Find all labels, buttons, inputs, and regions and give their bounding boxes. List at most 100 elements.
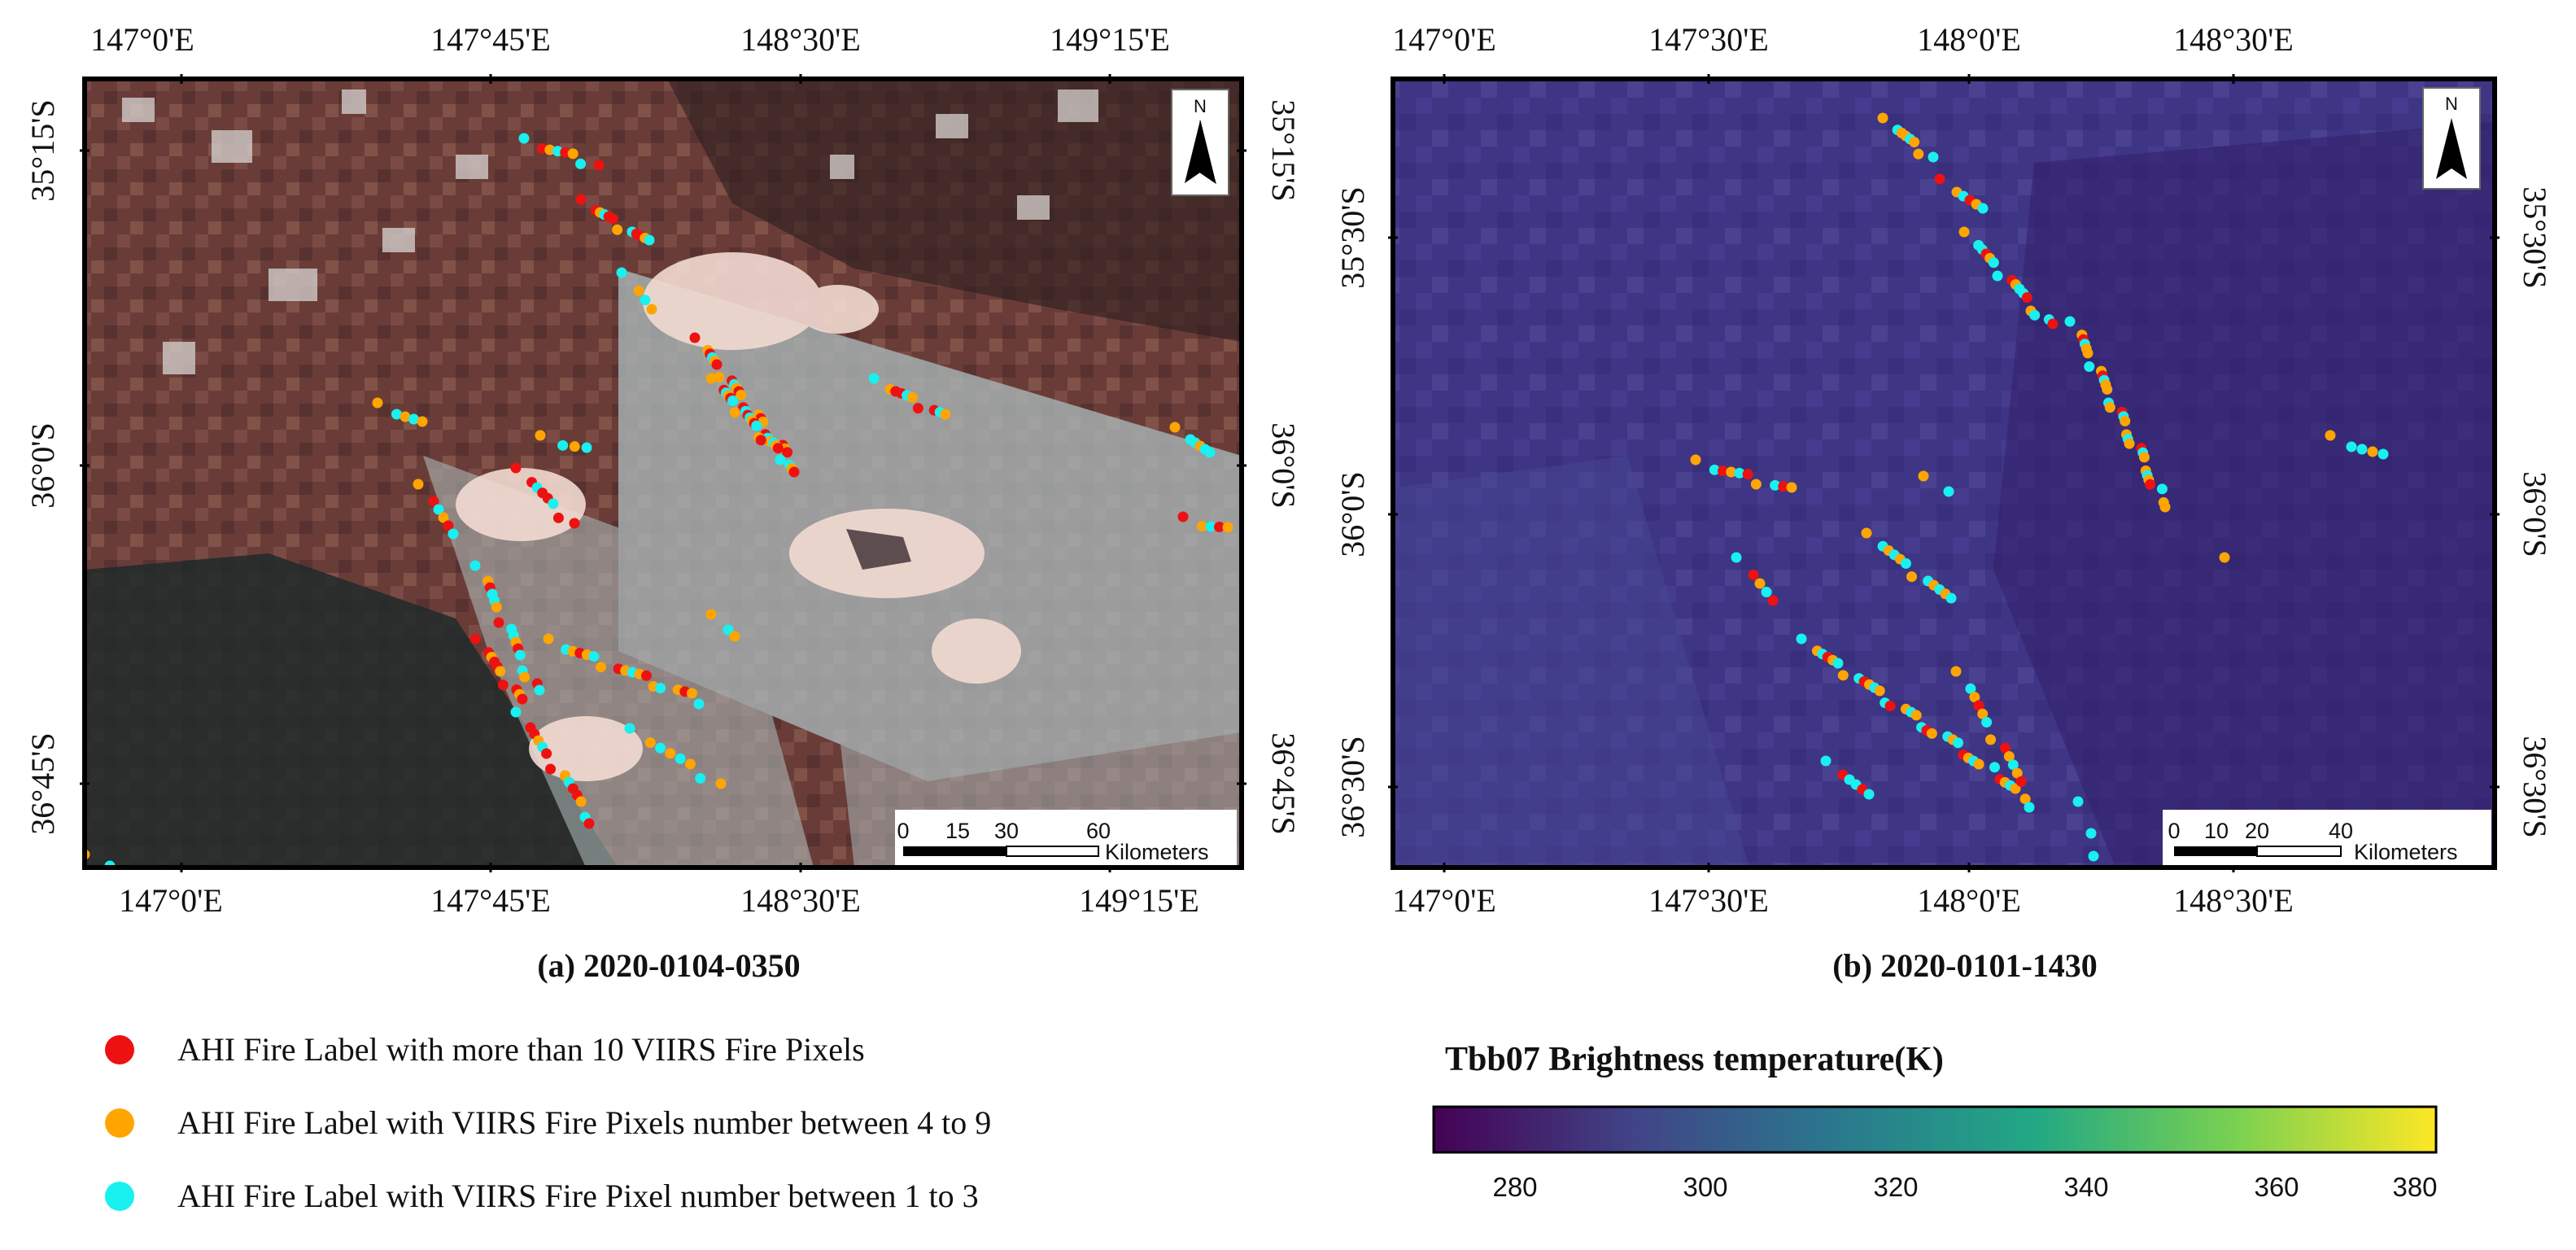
fire-label-dot [1977,203,1989,214]
fire-label-dot [912,403,923,414]
fire-label-dot [714,371,725,382]
fire-label-dot [2010,783,2021,794]
panel-a-top-tick: 147°45'E [430,21,551,58]
legend-swatch [105,1182,134,1211]
colorbar-tick: 360 [2254,1172,2299,1202]
scale-label: 60 [1086,819,1111,843]
fire-label-dot [2346,441,2357,452]
fire-label-dot [2082,347,2094,359]
panel-a-frame [82,76,1244,870]
panel-a-right-tick: 36°0'S [1265,422,1302,508]
panel-b-right-tick: 36°30'S [2517,736,2553,837]
fire-label-dot [2367,446,2378,457]
fire-label-dot [433,504,444,515]
fire-label-dot [495,666,506,677]
fire-label-dot [723,624,734,636]
fire-label-dot [689,332,701,343]
panel-b-bottom-tick: 148°30'E [2173,882,2294,919]
colorbar-tick: 380 [2392,1172,2437,1202]
panel-a-left-tick: 36°0'S [24,422,61,508]
panel-a-image [85,79,1242,868]
fire-label-dot [510,706,522,718]
fire-label-dot [2064,316,2076,327]
colorbar-tick: 320 [1873,1172,1918,1202]
fire-label-dot [1197,521,1207,531]
panel-a-right-tick: 35°15'S [1265,99,1302,201]
scale-unit: Kilometers [1105,840,1209,864]
fire-label-dot [612,224,623,235]
fire-label-dot [686,688,697,699]
legend-item-label: AHI Fire Label with VIIRS Fire Pixels nu… [177,1104,991,1141]
fire-label-dot [644,737,656,749]
fire-label-dot [633,285,644,296]
panel-a-bottom-tick: 149°15'E [1079,882,1199,919]
fire-label-dot [705,609,717,620]
colorbar-tick: 300 [1683,1172,1727,1202]
fire-label-dot [557,439,569,451]
fire-label-dot [1717,465,1728,477]
north-label: N [2445,94,2458,114]
fire-label-dot [552,512,564,523]
scale-label: 10 [2204,819,2229,843]
panel-a-top-tick: 147°0'E [90,21,194,58]
fire-label-dot [646,304,657,315]
fire-label-dot [575,158,587,169]
fire-label-dot [1832,658,1844,669]
fire-label-dot [1863,789,1875,800]
fire-labels-b [1690,112,2389,862]
fire-label-dot [469,633,481,645]
fire-label-dot [497,680,509,691]
fire-label-dot [519,671,530,683]
fire-label-dot [640,670,652,681]
fire-label-dot [1988,257,1999,269]
fire-label-dot [569,518,580,529]
fire-label-dot [1926,728,1937,739]
fire-label-dot [493,617,504,628]
fire-label-dot [1909,137,1920,148]
fire-label-dot [581,442,592,453]
legend-swatch [105,1035,134,1064]
fire-label-dot [535,430,546,441]
fire-label-dot [2156,483,2168,495]
fire-label-dot [705,373,717,384]
legend-item-label: AHI Fire Label with VIIRS Fire Pixel num… [177,1178,979,1214]
fire-label-dot [665,748,676,759]
fire-label-dot [1953,737,1964,749]
panel-a-scale-bar: 0 15 30 60 Kilometers [895,810,1237,865]
fire-label-dot [1837,670,1849,681]
fire-label-dot [711,359,723,370]
fire-label-dot [1973,700,1984,711]
north-arrow-icon: N [1171,89,1229,196]
panel-b-left-tick: 36°30'S [1334,736,1371,837]
fire-label-dot [1731,552,1742,563]
scale-label: 0 [2168,819,2180,843]
fire-label-dot [1222,522,1233,533]
fire-label-dot [736,389,747,400]
fire-label-dot [2120,415,2131,426]
fire-label-dot [675,753,686,764]
fire-label-dot [534,684,545,696]
panel-b-bottom-tick: 147°0'E [1392,882,1496,919]
fire-label-dot [391,409,402,420]
fire-label-dot [2047,318,2059,330]
fire-label-dot [693,698,705,710]
fire-label-dot [1900,557,1911,569]
fire-label-dot [1981,717,1993,728]
fire-label-dot [514,649,526,661]
colorbar-gradient [1432,1105,2438,1154]
fire-label-dot [772,443,784,454]
fire-label-dot [569,441,580,452]
panel-a-right-tick: 36°45'S [1265,732,1302,834]
fire-label-dot [1950,666,1962,677]
legend-swatch [105,1108,134,1138]
fire-label-dot [655,683,666,694]
panel-a-top-tick: 149°15'E [1050,21,1170,58]
fire-label-dot [1742,469,1753,480]
fire-label-dot [1778,481,1789,492]
fire-label-dot [655,742,666,754]
fire-label-dot [372,397,383,409]
panel-b-caption: (b) 2020-0101-1430 [1832,947,2098,984]
fire-label-dot [2104,402,2115,413]
panel-b-top-tick: 148°30'E [2173,21,2294,58]
fire-label-dot [2072,796,2084,807]
